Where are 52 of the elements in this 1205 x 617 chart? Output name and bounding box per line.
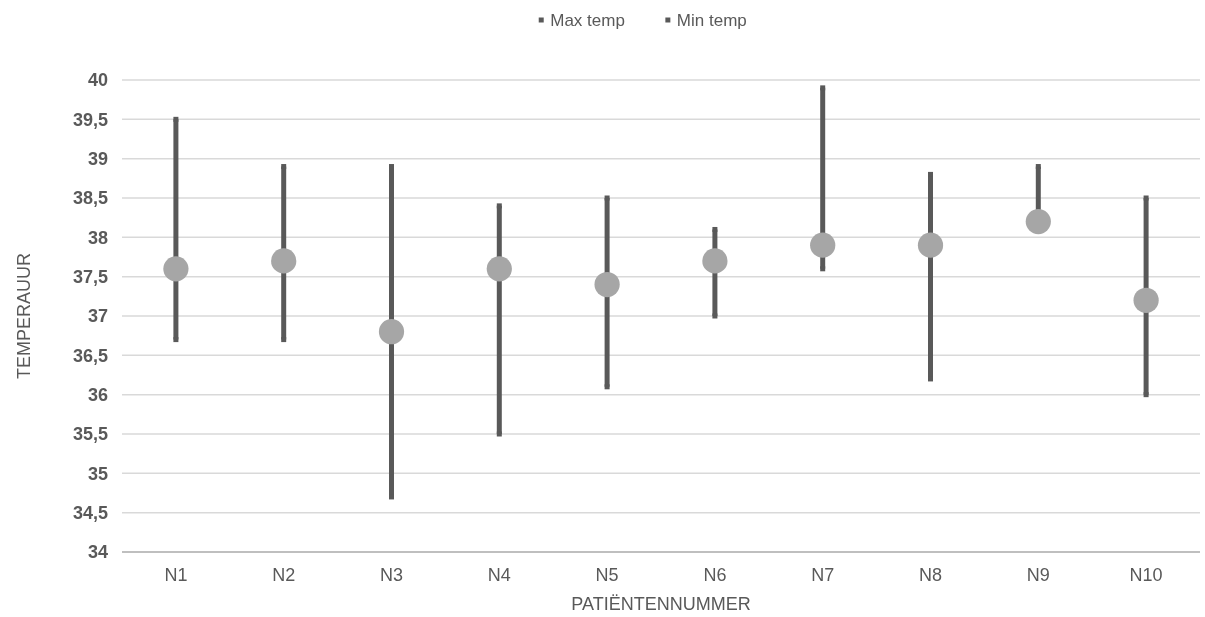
y-tick-label: 38 (87, 227, 108, 248)
point (917, 232, 944, 258)
y-tick-label: 37,5 (72, 266, 108, 287)
x-tick-label: N4 (487, 564, 511, 585)
y-tick-label: 39 (87, 148, 108, 169)
y-tick-label: 38,5 (72, 188, 108, 209)
point (281, 164, 287, 170)
x-tick-label: N6 (703, 564, 727, 585)
point (1025, 209, 1051, 235)
point (712, 226, 718, 232)
x-tick-label: N2 (272, 564, 296, 585)
point (378, 319, 405, 345)
point (1143, 195, 1149, 201)
legend-label: Min temp (676, 11, 747, 30)
point (496, 203, 502, 209)
point (1133, 287, 1159, 313)
point (1143, 392, 1149, 398)
point (173, 337, 179, 343)
point (594, 271, 620, 298)
y-tick-label: 40 (87, 70, 108, 91)
point (820, 266, 826, 272)
x-tick-label: N3 (379, 564, 404, 585)
point (712, 313, 718, 319)
point (271, 248, 297, 274)
point (820, 85, 826, 91)
point (281, 337, 287, 343)
x-tick-label: N5 (595, 564, 619, 585)
point (163, 256, 189, 282)
point (486, 256, 512, 282)
point (496, 431, 502, 437)
y-tick-label: 36,5 (72, 345, 108, 366)
y-tick-label: 35 (87, 463, 108, 484)
point (810, 232, 836, 258)
point (173, 116, 179, 122)
y-tick-label: 34,5 (72, 502, 108, 523)
point (1035, 164, 1041, 170)
point (604, 195, 610, 201)
x-tick-label: N10 (1129, 564, 1163, 585)
y-tick-label: 39,5 (72, 109, 108, 130)
point (702, 248, 728, 274)
x-axis-title: PATIËNTENNUMMER (571, 594, 751, 614)
y-tick-label: 37 (87, 306, 108, 327)
x-tick-label: N7 (811, 564, 835, 585)
x-tick-label: N1 (164, 564, 188, 585)
legend-label: Max temp (550, 11, 625, 30)
y-tick-label: 34 (87, 542, 108, 563)
x-tick-label: N8 (918, 564, 943, 585)
point (604, 384, 610, 390)
y-axis-title: TEMPERAUUR (14, 252, 34, 380)
y-tick-label: 35,5 (72, 424, 108, 445)
y-tick-label: 36 (87, 384, 108, 405)
x-tick-label: N9 (1026, 564, 1050, 585)
